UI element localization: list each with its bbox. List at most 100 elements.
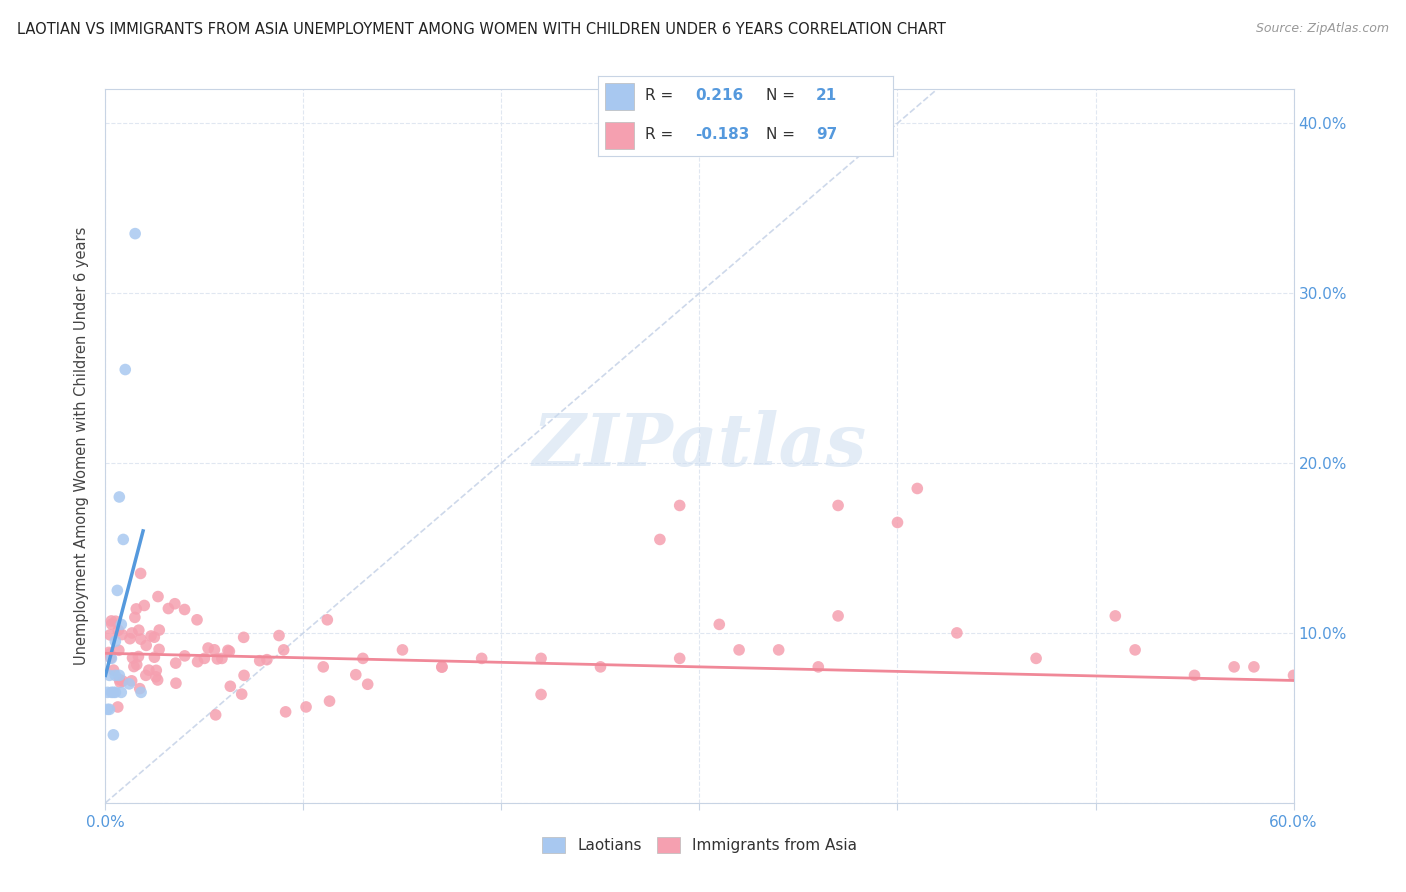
Point — [146, 673, 169, 687]
Point — [98, 628, 121, 642]
Point — [125, 657, 148, 672]
Point — [135, 668, 157, 682]
Point — [135, 639, 157, 653]
Point — [107, 700, 129, 714]
Point — [471, 651, 494, 665]
Text: 97: 97 — [815, 127, 838, 142]
Point — [121, 673, 143, 688]
Text: N =: N = — [766, 127, 800, 142]
Point — [274, 705, 297, 719]
Point — [97, 645, 120, 659]
Point — [204, 707, 226, 722]
Point — [107, 624, 129, 638]
Point — [728, 643, 751, 657]
Point — [108, 490, 131, 504]
Point — [121, 651, 143, 665]
Point — [589, 660, 612, 674]
Point — [165, 656, 187, 670]
Point — [295, 700, 318, 714]
Point — [267, 629, 290, 643]
Point — [108, 673, 131, 687]
Point — [148, 642, 170, 657]
Point — [143, 650, 166, 665]
Point — [114, 362, 136, 376]
Text: N =: N = — [766, 88, 800, 103]
Point — [108, 668, 131, 682]
Point — [827, 499, 849, 513]
Point — [668, 499, 690, 513]
Point — [173, 648, 195, 663]
Point — [273, 643, 295, 657]
Point — [145, 664, 167, 678]
Point — [121, 626, 143, 640]
Point — [233, 668, 256, 682]
Text: 21: 21 — [815, 88, 838, 103]
Point — [146, 590, 169, 604]
Point — [256, 653, 278, 667]
Y-axis label: Unemployment Among Women with Children Under 6 years: Unemployment Among Women with Children U… — [75, 227, 90, 665]
Point — [98, 647, 121, 661]
Point — [1123, 643, 1146, 657]
Text: 0.216: 0.216 — [695, 88, 744, 103]
Point — [648, 533, 671, 547]
Point — [187, 655, 209, 669]
Point — [124, 610, 146, 624]
FancyBboxPatch shape — [605, 121, 634, 149]
Point — [112, 533, 135, 547]
Point — [219, 679, 242, 693]
Point — [134, 599, 156, 613]
Point — [905, 482, 928, 496]
Point — [946, 626, 969, 640]
Point — [357, 677, 380, 691]
Point — [173, 602, 195, 616]
Point — [118, 632, 141, 646]
Point — [128, 623, 150, 637]
Point — [96, 702, 118, 716]
FancyBboxPatch shape — [605, 83, 634, 111]
Point — [886, 516, 908, 530]
Point — [827, 608, 849, 623]
Point — [211, 651, 233, 665]
Point — [104, 614, 127, 628]
Point — [430, 660, 453, 674]
Point — [197, 641, 219, 656]
Point — [110, 617, 132, 632]
Point — [186, 613, 208, 627]
Point — [98, 668, 121, 682]
Point — [122, 659, 145, 673]
Point — [100, 650, 122, 665]
Point — [118, 677, 141, 691]
Point — [104, 685, 127, 699]
Point — [128, 681, 150, 696]
Point — [96, 685, 118, 699]
Point — [157, 601, 180, 615]
Point — [143, 630, 166, 644]
Point — [105, 583, 128, 598]
Point — [318, 694, 340, 708]
Point — [98, 702, 121, 716]
Point — [125, 602, 148, 616]
Point — [1184, 668, 1206, 682]
Text: ZIPatlas: ZIPatlas — [533, 410, 866, 482]
Point — [104, 634, 127, 648]
Point — [103, 663, 125, 677]
Point — [1025, 651, 1047, 665]
Point — [145, 670, 167, 684]
Point — [124, 227, 146, 241]
Point — [111, 674, 134, 689]
Point — [231, 687, 253, 701]
Point — [1282, 668, 1305, 682]
Text: R =: R = — [645, 127, 678, 142]
Point — [148, 623, 170, 637]
Point — [530, 688, 553, 702]
Point — [430, 660, 453, 674]
Point — [138, 663, 160, 677]
Point — [129, 566, 152, 581]
Point — [165, 676, 187, 690]
Point — [108, 675, 131, 690]
Point — [352, 651, 374, 665]
Point — [100, 614, 122, 628]
Point — [111, 627, 134, 641]
Text: -0.183: -0.183 — [695, 127, 749, 142]
Point — [217, 643, 239, 657]
